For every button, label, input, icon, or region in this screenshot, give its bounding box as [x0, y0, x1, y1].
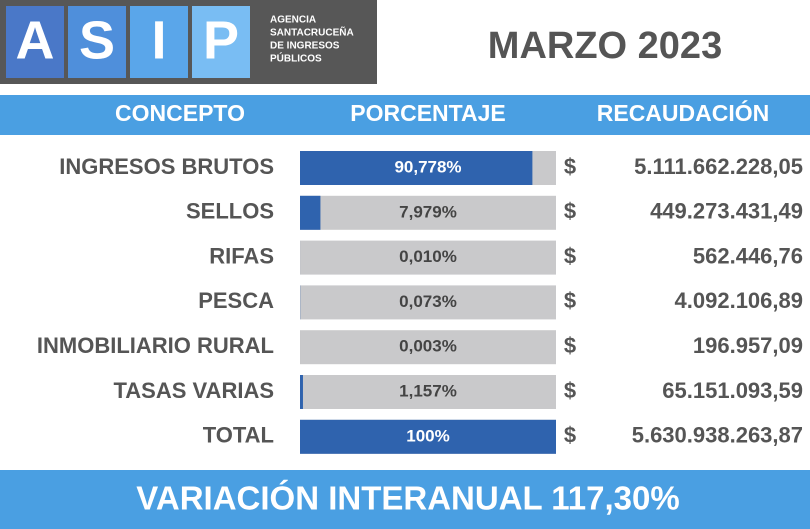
amount: 5.111.662.228,05 — [634, 154, 803, 179]
currency: $ — [564, 199, 576, 224]
currency: $ — [564, 423, 576, 448]
currency: $ — [564, 333, 576, 358]
value-label: 90,778% — [394, 157, 461, 176]
bar-track — [300, 330, 556, 365]
bar — [300, 151, 533, 185]
bar — [300, 419, 556, 454]
currency: $ — [564, 378, 576, 403]
amount: 5.630.938.263,87 — [632, 423, 803, 448]
logo-tile — [6, 6, 64, 78]
value-label: 0,073% — [399, 292, 457, 311]
logo-letter: I — [151, 10, 166, 70]
column-header: RECAUDACIÓN — [597, 99, 770, 126]
amount: 65.151.093,59 — [662, 378, 803, 403]
title: MARZO 2023 — [488, 25, 722, 67]
agency-line: PÚBLICOS — [270, 52, 322, 65]
row-label: TASAS VARIAS — [113, 378, 274, 403]
currency: $ — [564, 243, 576, 268]
row-label: RIFAS — [209, 243, 274, 268]
amount: 562.446,76 — [693, 243, 803, 268]
value-label: 0,010% — [399, 247, 457, 266]
footer-text: VARIACIÓN INTERANUAL 117,30% — [136, 480, 679, 517]
bar-track — [300, 375, 556, 409]
bar — [300, 375, 303, 409]
row-label: TOTAL — [203, 423, 274, 448]
amount: 4.092.106,89 — [675, 288, 803, 313]
agency-line: AGENCIA — [270, 15, 316, 26]
row-label: PESCA — [198, 288, 274, 313]
logo-tile — [130, 6, 188, 78]
row-label: INGRESOS BRUTOS — [59, 154, 274, 179]
bar-track — [300, 240, 556, 275]
agency-line: SANTACRUCEÑA — [270, 26, 354, 39]
amount: 449.273.431,49 — [650, 199, 803, 224]
logo-tile — [68, 6, 126, 78]
value-label: 1,157% — [399, 381, 457, 400]
column-header: CONCEPTO — [115, 100, 245, 126]
value-label: 100% — [406, 426, 449, 445]
footer-band — [0, 470, 810, 529]
logo-letter: S — [79, 10, 115, 70]
logo-tile — [192, 6, 250, 78]
value-label: 7,979% — [399, 202, 457, 221]
bar-track — [300, 285, 556, 320]
logo-letter: P — [203, 10, 239, 70]
value-label: 0,003% — [399, 337, 457, 356]
amount: 196.957,09 — [693, 333, 803, 358]
logo-letter: A — [16, 10, 55, 70]
row-label: SELLOS — [186, 199, 274, 224]
bar-track — [300, 195, 556, 230]
bar — [300, 195, 321, 230]
agency-line: DE INGRESOS — [270, 41, 340, 52]
currency: $ — [564, 288, 576, 313]
currency: $ — [564, 154, 576, 179]
column-header: PORCENTAJE — [350, 100, 506, 126]
column-header-band — [0, 95, 810, 135]
row-label: INMOBILIARIO RURAL — [37, 333, 274, 358]
